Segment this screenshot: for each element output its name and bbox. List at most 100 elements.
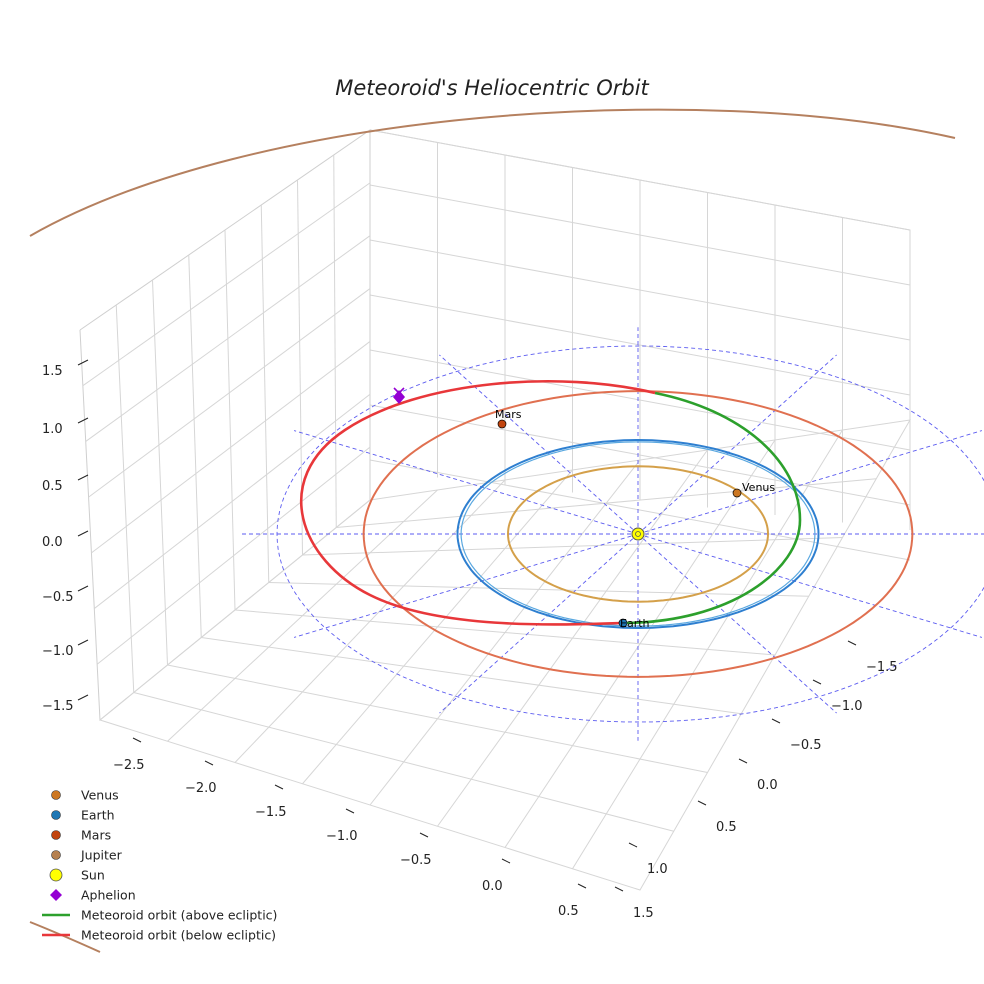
mars-marker xyxy=(497,419,507,429)
reference-spoke xyxy=(637,430,983,535)
z-tick-mark xyxy=(77,585,89,592)
orbits xyxy=(29,108,956,953)
left-wall-vgrid xyxy=(224,229,236,611)
z-tick-mark xyxy=(77,474,89,481)
venus-label: Venus xyxy=(742,481,775,494)
legend-label: Earth xyxy=(81,808,115,823)
reference-spoke xyxy=(637,533,983,638)
chart-title: Meteoroid's Heliocentric Orbit xyxy=(335,76,649,100)
floor-edge xyxy=(99,419,911,891)
legend-swatch-circle xyxy=(51,830,61,840)
x-tick-mark xyxy=(345,808,355,814)
reference-spoke xyxy=(637,354,837,535)
y-tick-label: 0.5 xyxy=(716,820,737,835)
y-tick-mark xyxy=(628,842,638,848)
aphelion-marker xyxy=(393,390,405,404)
axis-panes xyxy=(79,129,911,891)
meteoroid-orbit-below xyxy=(300,380,656,626)
z-tick-label: −0.5 xyxy=(42,590,74,605)
legend-swatch-diamond xyxy=(50,889,62,901)
y-tick-label: 1.5 xyxy=(633,906,654,921)
venus-marker xyxy=(732,488,742,498)
jupiter-orbit-lower xyxy=(29,921,101,953)
z-tick-mark xyxy=(77,694,89,701)
left-wall-hgrid xyxy=(91,341,371,554)
legend-label: Meteoroid orbit (below ecliptic) xyxy=(81,928,276,943)
left-wall-vgrid xyxy=(333,154,337,528)
left-wall-edge xyxy=(79,129,371,722)
earth-orbit-inner xyxy=(460,441,816,627)
earth-orbit xyxy=(456,438,820,630)
left-wall-hgrid xyxy=(88,288,371,498)
sun-core xyxy=(635,531,641,537)
floor-grid-b xyxy=(268,582,809,597)
left-wall-vgrid xyxy=(152,279,168,666)
markers: Mars Venus Earth xyxy=(393,387,775,630)
y-tick-mark xyxy=(738,758,748,764)
earth-label: Earth xyxy=(620,617,650,630)
floor-grid-a xyxy=(437,449,708,827)
z-tick-label: 1.5 xyxy=(42,364,63,379)
y-tick-label: −1.0 xyxy=(831,699,863,714)
x-tick-label: −0.5 xyxy=(400,853,432,868)
x-tick-label: −2.5 xyxy=(113,758,145,773)
legend-label: Mars xyxy=(81,828,111,843)
mars-orbit xyxy=(362,390,914,678)
x-tick-mark xyxy=(204,760,214,766)
legend-swatch-circle xyxy=(51,810,61,820)
earth-marker xyxy=(618,618,628,628)
back-wall-hgrid xyxy=(369,459,911,561)
aphelion-cross xyxy=(393,387,405,399)
reference-spoke xyxy=(439,354,639,535)
left-wall-vgrid xyxy=(188,254,202,638)
x-tick-label: −1.5 xyxy=(255,805,287,820)
z-tick-mark xyxy=(77,639,89,646)
y-tick-mark xyxy=(847,640,857,646)
z-tick-mark xyxy=(77,359,89,366)
back-wall-hgrid xyxy=(369,184,911,286)
axis-ticks: −1.5 −1.0 −0.5 0.0 0.5 1.0 1.5 −2.5 −2.0 −1.5 −1.0… xyxy=(42,359,898,921)
legend-swatch-circle xyxy=(51,790,61,800)
y-tick-mark xyxy=(614,886,624,892)
x-tick-label: 0.0 xyxy=(482,879,503,894)
left-wall-vgrid xyxy=(260,204,270,583)
legend-label: Meteoroid orbit (above ecliptic) xyxy=(81,908,277,923)
back-wall-hgrid xyxy=(369,404,911,506)
reference-spoke xyxy=(637,533,837,714)
z-tick-mark xyxy=(77,417,89,424)
x-tick-label: 0.5 xyxy=(558,904,579,919)
y-tick-label: −0.5 xyxy=(790,738,822,753)
reference-spoke xyxy=(293,533,639,638)
back-wall-hgrid xyxy=(369,294,911,396)
z-tick-label: −1.5 xyxy=(42,699,74,714)
left-wall-hgrid xyxy=(93,393,371,609)
x-tick-label: −2.0 xyxy=(185,781,217,796)
legend: Venus Earth Mars Jupiter Sun Aphelion Meteoroi… xyxy=(42,788,277,943)
floor-grid-b xyxy=(336,478,877,528)
meteoroid-orbit-above xyxy=(621,391,802,625)
z-tick-label: −1.0 xyxy=(42,644,74,659)
left-wall-hgrid xyxy=(96,446,371,665)
reference-grid xyxy=(240,327,984,741)
floor-grid-a xyxy=(504,439,776,848)
x-tick-mark xyxy=(501,858,511,864)
x-tick-mark xyxy=(132,737,142,743)
back-wall-hgrid xyxy=(369,239,911,341)
y-tick-mark xyxy=(771,718,781,724)
left-wall-hgrid xyxy=(85,235,371,442)
reference-spoke xyxy=(293,430,639,535)
legend-label: Aphelion xyxy=(81,888,136,903)
y-tick-label: 1.0 xyxy=(647,862,668,877)
left-wall-hgrid xyxy=(82,182,371,387)
sun-marker xyxy=(631,527,645,541)
legend-label: Jupiter xyxy=(80,848,123,863)
mars-label: Mars xyxy=(495,408,522,421)
x-tick-mark xyxy=(419,832,429,838)
x-tick-mark xyxy=(577,883,587,889)
y-tick-mark xyxy=(697,800,707,806)
legend-label: Sun xyxy=(81,868,105,883)
z-tick-label: 0.5 xyxy=(42,479,63,494)
legend-swatch-circle xyxy=(51,850,61,860)
back-wall-hgrid xyxy=(369,129,911,231)
